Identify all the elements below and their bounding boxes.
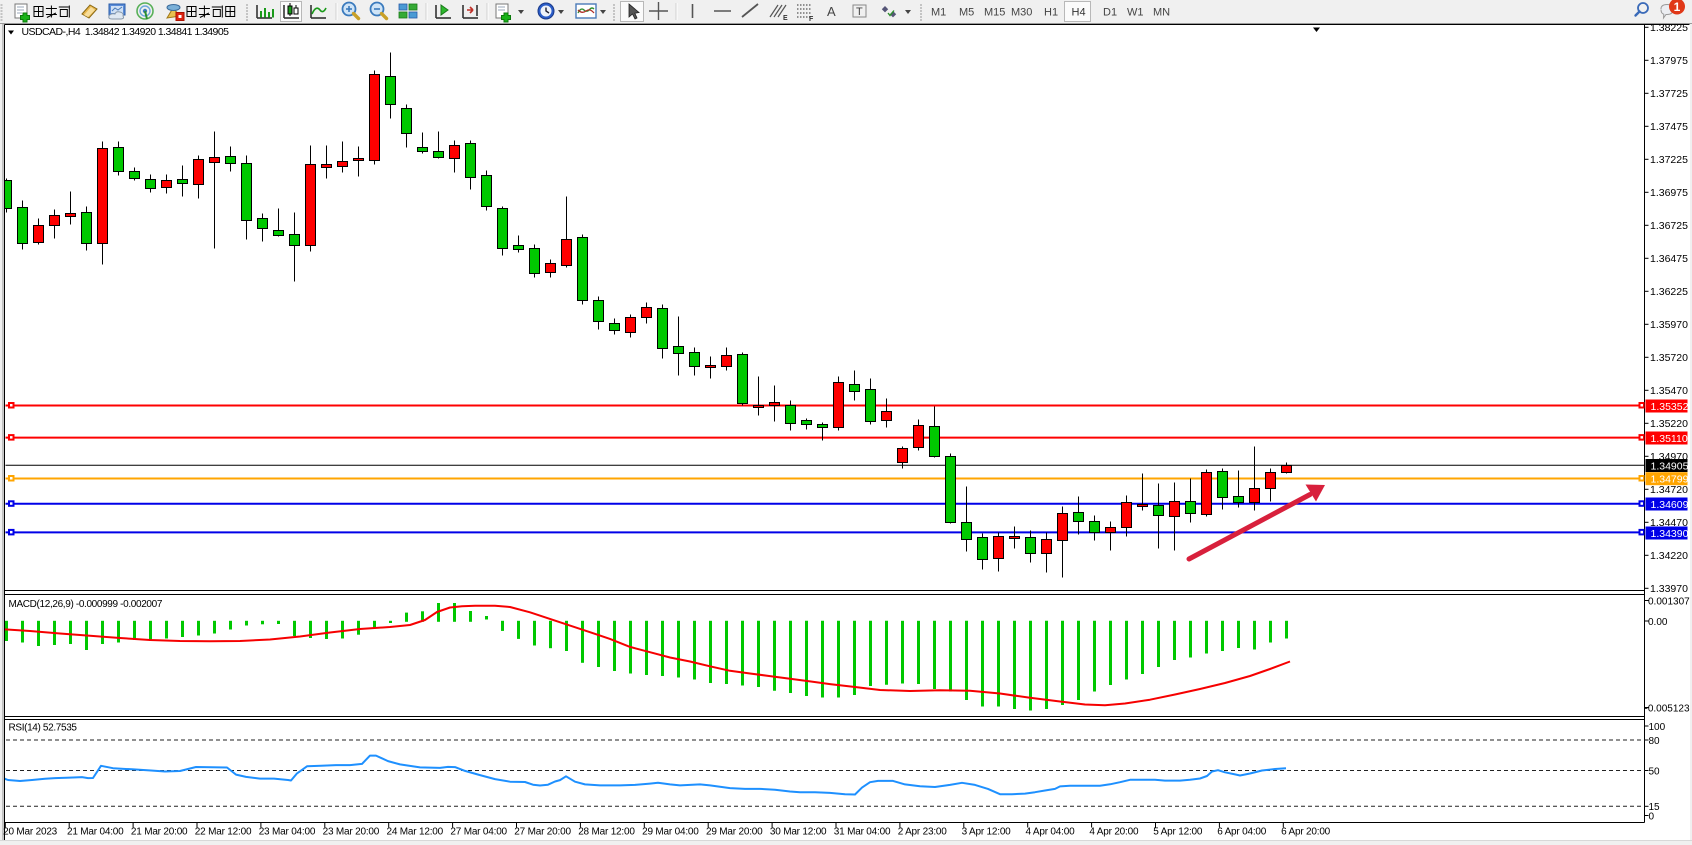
svg-text:1.34220: 1.34220 <box>1650 550 1688 562</box>
svg-text:0: 0 <box>1649 811 1655 822</box>
svg-text:22 Mar 12:00: 22 Mar 12:00 <box>195 827 252 838</box>
svg-text:1.36975: 1.36975 <box>1650 187 1688 199</box>
svg-text:1: 1 <box>1674 0 1681 14</box>
svg-text:2 Apr 23:00: 2 Apr 23:00 <box>898 827 948 838</box>
svg-text:4 Apr 20:00: 4 Apr 20:00 <box>1089 827 1139 838</box>
svg-text:28 Mar 12:00: 28 Mar 12:00 <box>578 827 635 838</box>
svg-text:M1: M1 <box>931 7 946 19</box>
svg-text:21 Mar 04:00: 21 Mar 04:00 <box>67 827 124 838</box>
svg-text:80: 80 <box>1649 736 1661 747</box>
svg-text:27 Mar 04:00: 27 Mar 04:00 <box>450 827 507 838</box>
svg-text:1.34390: 1.34390 <box>1651 528 1689 540</box>
svg-text:15: 15 <box>1649 802 1661 813</box>
svg-text:A: A <box>827 4 836 19</box>
svg-text:1.35352: 1.35352 <box>1651 401 1689 413</box>
svg-text:0.001307: 0.001307 <box>1648 596 1690 607</box>
svg-text:1.33970: 1.33970 <box>1650 583 1688 595</box>
svg-text:1.36475: 1.36475 <box>1650 253 1688 265</box>
svg-text:T: T <box>856 6 863 18</box>
svg-text:29 Mar 20:00: 29 Mar 20:00 <box>706 827 763 838</box>
svg-text:30 Mar 12:00: 30 Mar 12:00 <box>770 827 827 838</box>
svg-text:USDCAD-,H4 1.34842 1.34920 1.: USDCAD-,H4 1.34842 1.34920 1.34841 1.349… <box>22 26 230 38</box>
svg-text:1.37725: 1.37725 <box>1650 88 1688 100</box>
svg-text:6 Apr 20:00: 6 Apr 20:00 <box>1281 827 1331 838</box>
svg-text:5 Apr 12:00: 5 Apr 12:00 <box>1153 827 1203 838</box>
svg-text:-0.005123: -0.005123 <box>1645 703 1690 714</box>
svg-text:1.37975: 1.37975 <box>1650 55 1688 67</box>
svg-text:RSI(14) 52.7535: RSI(14) 52.7535 <box>9 723 78 734</box>
svg-text:6 Apr 04:00: 6 Apr 04:00 <box>1217 827 1267 838</box>
svg-text:E: E <box>783 15 788 22</box>
svg-text:21 Mar 20:00: 21 Mar 20:00 <box>131 827 188 838</box>
svg-text:100: 100 <box>1649 722 1666 733</box>
svg-text:3 Apr 12:00: 3 Apr 12:00 <box>962 827 1012 838</box>
svg-text:F: F <box>809 16 814 23</box>
svg-text:H4: H4 <box>1072 7 1086 19</box>
svg-text:MACD(12,26,9) -0.000999 -0.002: MACD(12,26,9) -0.000999 -0.002007 <box>9 599 163 610</box>
svg-text:1.37475: 1.37475 <box>1650 121 1688 133</box>
svg-text:24 Mar 12:00: 24 Mar 12:00 <box>387 827 444 838</box>
svg-text:1.34799: 1.34799 <box>1651 474 1689 486</box>
svg-text:4 Apr 04:00: 4 Apr 04:00 <box>1026 827 1076 838</box>
svg-text:29 Mar 04:00: 29 Mar 04:00 <box>642 827 699 838</box>
svg-text:1.36725: 1.36725 <box>1650 220 1688 232</box>
svg-text:W1: W1 <box>1127 7 1144 19</box>
svg-text:1.38225: 1.38225 <box>1650 22 1688 34</box>
svg-text:31 Mar 04:00: 31 Mar 04:00 <box>834 827 891 838</box>
svg-text:1.35220: 1.35220 <box>1650 418 1688 430</box>
svg-text:H1: H1 <box>1044 7 1058 19</box>
svg-text:M15: M15 <box>984 7 1005 19</box>
svg-text:23 Mar 20:00: 23 Mar 20:00 <box>323 827 380 838</box>
svg-text:0.00: 0.00 <box>1648 617 1668 628</box>
svg-text:50: 50 <box>1649 766 1661 777</box>
svg-text:1.35970: 1.35970 <box>1650 319 1688 331</box>
svg-text:23 Mar 04:00: 23 Mar 04:00 <box>259 827 316 838</box>
svg-text:MN: MN <box>1153 7 1170 19</box>
svg-text:D1: D1 <box>1103 7 1117 19</box>
svg-text:1.35720: 1.35720 <box>1650 352 1688 364</box>
svg-text:1.35110: 1.35110 <box>1651 433 1688 445</box>
svg-text:27 Mar 20:00: 27 Mar 20:00 <box>514 827 571 838</box>
svg-text:M30: M30 <box>1011 7 1032 19</box>
svg-text:1.34720: 1.34720 <box>1650 484 1688 496</box>
svg-text:1.34905: 1.34905 <box>1651 460 1689 472</box>
svg-text:1.34470: 1.34470 <box>1650 517 1688 529</box>
svg-text:M5: M5 <box>959 7 974 19</box>
svg-text:1.34609: 1.34609 <box>1651 499 1689 511</box>
svg-text:20 Mar 2023: 20 Mar 2023 <box>3 827 58 838</box>
svg-text:1.37225: 1.37225 <box>1650 154 1688 166</box>
svg-text:1.35470: 1.35470 <box>1650 385 1688 397</box>
svg-text:1.36225: 1.36225 <box>1650 286 1688 298</box>
